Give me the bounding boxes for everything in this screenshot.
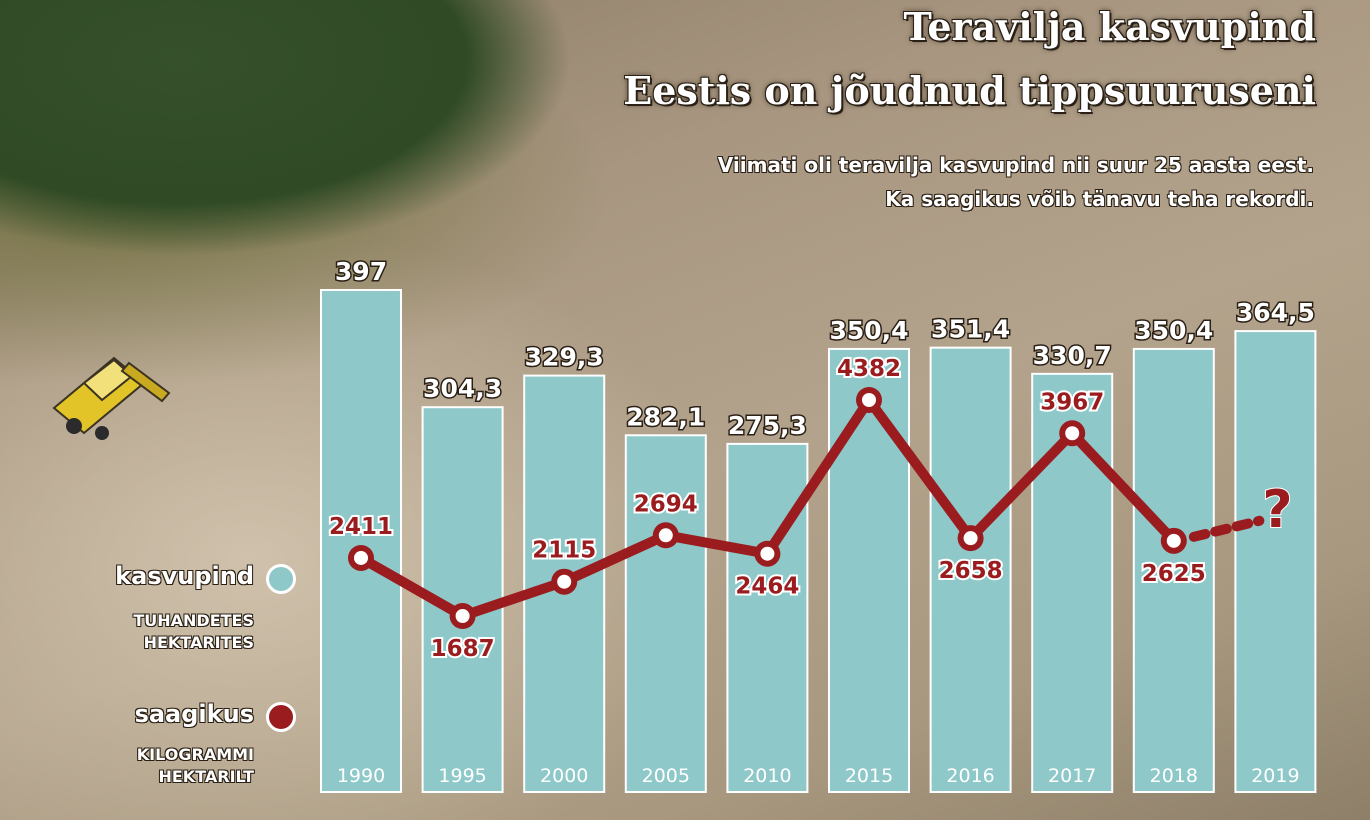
bar-value-label-2010: 275,3	[728, 411, 807, 440]
year-label-2017: 2017	[1048, 765, 1096, 787]
bar-2016	[929, 346, 1012, 793]
yield-point-center-2010	[760, 546, 775, 561]
bar-2019	[1234, 330, 1317, 793]
bar-1990	[320, 289, 402, 793]
unknown-marker: ?	[1262, 480, 1292, 540]
yield-label-2017: 3967	[1040, 389, 1104, 415]
bar-value-label-2016: 351,4	[931, 315, 1010, 344]
bar-value-label-2005: 282,1	[626, 402, 705, 431]
bar-value-label-1990: 397	[335, 257, 387, 286]
subtitle-line-1: Viimati oli teravilja kasvupind nii suur…	[717, 153, 1314, 177]
year-label-2000: 2000	[540, 765, 588, 787]
yield-point-center-2005	[658, 528, 673, 543]
title-line-2: Eestis on jõudnud tippsuuruseni	[623, 68, 1316, 113]
yield-point-center-2015	[862, 393, 876, 407]
harvester-image	[52, 356, 171, 440]
year-label-2018: 2018	[1150, 765, 1198, 787]
yield-label-2015: 4382	[837, 356, 901, 382]
yield-point-center-2000	[557, 574, 572, 589]
yield-label-1995: 1687	[431, 636, 495, 662]
legend-area-label: kasvupind	[115, 562, 254, 590]
year-label-2010: 2010	[743, 765, 791, 787]
yield-line-forecast	[1188, 515, 1265, 542]
bar-value-label-2018: 350,4	[1134, 316, 1213, 345]
bar-2010	[726, 442, 809, 793]
legend-area-swatch	[266, 564, 296, 594]
yield-point-center-2016	[963, 531, 978, 546]
bar-2018	[1132, 347, 1215, 793]
bar-value-label-1995: 304,3	[423, 374, 502, 403]
subtitle-line-2: Ka saagikus võib tänavu teha rekordi.	[885, 187, 1314, 211]
yield-label-1990: 2411	[329, 514, 393, 540]
yield-label-2005: 2694	[634, 491, 698, 517]
legend-yield-swatch	[266, 702, 296, 732]
title-line-1: Teravilja kasvupind	[903, 4, 1316, 49]
bar-value-label-2000: 329,3	[525, 343, 604, 372]
yield-label-2018: 2625	[1142, 561, 1206, 587]
bar-2015	[828, 347, 910, 793]
yield-point-center-1990	[354, 550, 368, 565]
year-label-2019: 2019	[1251, 765, 1299, 787]
year-label-2016: 2016	[946, 765, 994, 787]
bar-value-label-2019: 364,5	[1236, 298, 1315, 327]
yield-label-2010: 2464	[735, 574, 799, 600]
bar-value-label-2017: 330,7	[1033, 341, 1112, 370]
legend-area-unit: TUHANDETES HEKTARITES	[133, 611, 254, 652]
yield-label-2000: 2115	[532, 538, 596, 564]
yield-point-center-2018	[1166, 533, 1181, 548]
legend-yield-label: saagikus	[134, 700, 254, 728]
year-label-2005: 2005	[642, 765, 690, 787]
bar-value-label-2015: 350,4	[829, 316, 908, 345]
year-label-1995: 1995	[438, 765, 486, 787]
yield-label-2016: 2658	[939, 558, 1003, 584]
year-label-1990: 1990	[337, 765, 385, 787]
bar-2005	[624, 434, 707, 793]
year-label-2015: 2015	[845, 765, 893, 787]
bar-2017	[1031, 372, 1114, 793]
legend-yield-unit: KILOGRAMMI HEKTARILT	[136, 745, 254, 786]
yield-point-center-1995	[455, 609, 470, 623]
yield-point-center-2017	[1065, 426, 1080, 441]
